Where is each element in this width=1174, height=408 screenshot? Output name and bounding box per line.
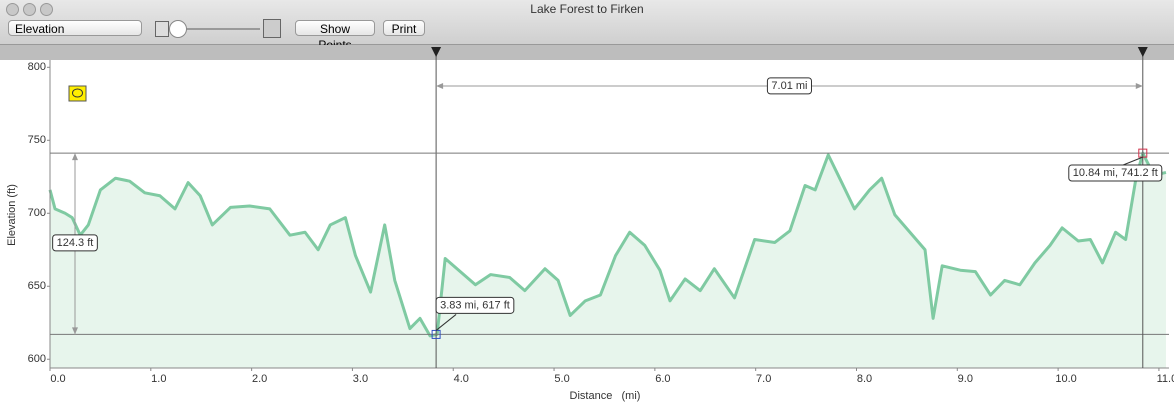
window-title: Lake Forest to Firken [530, 2, 644, 16]
area-fill [50, 153, 1166, 368]
toolbar: Lake Forest to Firken Elevation Show Poi… [0, 0, 1174, 52]
slider-knob[interactable] [169, 20, 187, 38]
chart: 600 650 700 750 800 0.0 1.0 2.0 3.0 4.0 5.0 6.0 7.0 8… [0, 45, 1174, 402]
x-tick-label: 8.0 [857, 373, 872, 385]
y-tick-label: 650 [28, 280, 46, 292]
y-tick-label: 600 [28, 353, 46, 365]
close-button[interactable] [6, 3, 19, 16]
x-tick-label: 9.0 [958, 373, 973, 385]
x-tick-label: 10.0 [1055, 373, 1076, 385]
elevation-change-label: 124.3 ft [57, 237, 94, 249]
cursor-label: 3.83 mi, 617 ft [440, 299, 510, 311]
cursor-label-box [1068, 164, 1163, 182]
cursor-point [1138, 148, 1148, 158]
comment-icon[interactable] [68, 85, 87, 102]
x-tick-label: 7.0 [756, 373, 771, 385]
x-tick-label: 0.0 [50, 373, 65, 385]
x-tick-label: 3.0 [353, 373, 368, 385]
x-tick-label: 2.0 [252, 373, 267, 385]
x-tick-label: 4.0 [454, 373, 469, 385]
y-tick-label: 700 [28, 207, 46, 219]
distance-label: 7.01 mi [771, 80, 807, 92]
print-button[interactable]: Print [383, 20, 425, 36]
x-tick-label: 5.0 [554, 373, 569, 385]
distance-label-box [766, 77, 812, 95]
view-select[interactable]: Elevation [8, 20, 142, 36]
x-axis-title: Distance (mi) [570, 390, 641, 402]
zoom-out-icon[interactable] [155, 21, 169, 37]
y-tick-label: 800 [28, 61, 46, 73]
x-tick-label: 6.0 [655, 373, 670, 385]
cursor-label-box [435, 296, 515, 314]
elevation-line [48, 151, 1167, 338]
cursor-handle [1137, 47, 1148, 57]
callout-pointer [435, 314, 457, 331]
y-tick-label: 750 [28, 134, 46, 146]
cursor-label: 10.84 mi, 741.2 ft [1073, 167, 1158, 179]
zoom-button[interactable] [40, 3, 53, 16]
show-points-button[interactable]: Show Points [295, 20, 375, 52]
callout-pointer [1122, 156, 1143, 166]
slider-track [175, 28, 260, 30]
zoom-in-icon[interactable] [263, 19, 281, 38]
x-tick-label: 11.0 [1157, 373, 1174, 385]
elevation-change-label-box [52, 234, 98, 252]
minimize-button[interactable] [23, 3, 36, 16]
x-tick-label: 1.0 [151, 373, 166, 385]
comment-glyph [72, 88, 83, 98]
y-axis-title: Elevation (ft) [6, 184, 18, 246]
cursor-strip [0, 45, 1174, 60]
cursor-handle [431, 47, 442, 57]
